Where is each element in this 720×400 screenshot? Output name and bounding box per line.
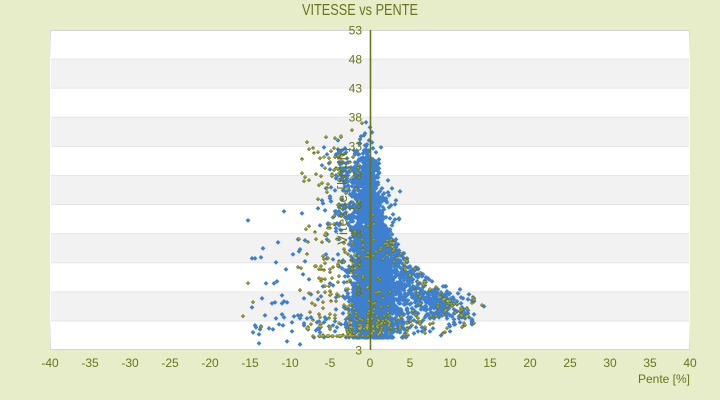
- svg-text:35: 35: [643, 356, 657, 370]
- svg-text:-40: -40: [41, 356, 59, 370]
- svg-text:43: 43: [349, 81, 363, 95]
- svg-text:-15: -15: [241, 356, 259, 370]
- svg-text:38: 38: [349, 111, 363, 125]
- svg-text:48: 48: [349, 52, 363, 66]
- svg-text:3: 3: [355, 343, 362, 357]
- svg-text:-25: -25: [161, 356, 179, 370]
- svg-text:33: 33: [349, 140, 363, 154]
- svg-text:-20: -20: [201, 356, 219, 370]
- svg-text:0: 0: [367, 356, 374, 370]
- svg-text:Pente [%]: Pente [%]: [638, 372, 690, 386]
- svg-text:-30: -30: [121, 356, 139, 370]
- svg-text:18: 18: [349, 227, 363, 241]
- svg-text:-5: -5: [325, 356, 336, 370]
- svg-text:5: 5: [407, 356, 414, 370]
- svg-text:10: 10: [443, 356, 457, 370]
- svg-text:20: 20: [523, 356, 537, 370]
- svg-text:13: 13: [349, 256, 363, 270]
- svg-text:53: 53: [349, 23, 363, 37]
- svg-text:28: 28: [349, 169, 363, 183]
- svg-text:-35: -35: [81, 356, 99, 370]
- svg-text:8: 8: [355, 285, 362, 299]
- svg-text:40: 40: [683, 356, 697, 370]
- svg-text:VITESSE vs PENTE: VITESSE vs PENTE: [302, 2, 418, 19]
- svg-text:Vitesse [km/h]: Vitesse [km/h]: [334, 147, 350, 244]
- svg-text:-10: -10: [281, 356, 299, 370]
- svg-text:30: 30: [603, 356, 617, 370]
- svg-text:25: 25: [563, 356, 577, 370]
- svg-text:15: 15: [483, 356, 497, 370]
- svg-text:23: 23: [349, 198, 363, 212]
